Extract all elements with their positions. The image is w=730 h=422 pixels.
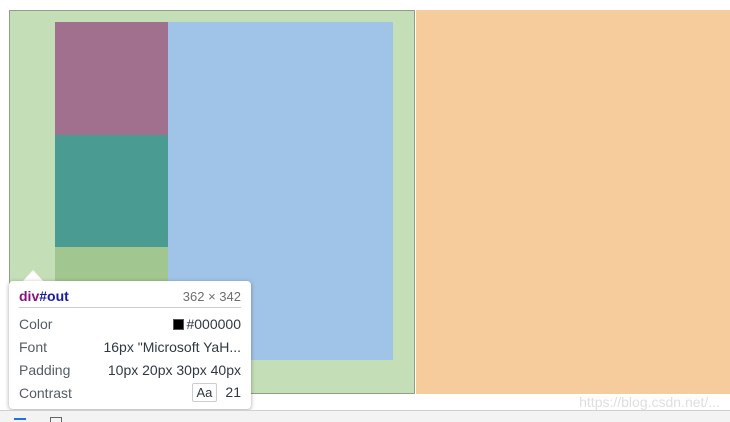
contrast-badge: Aa (191, 383, 218, 402)
child-box-1[interactable] (55, 22, 168, 135)
div-out-margin-highlight (416, 10, 730, 394)
panel-icon[interactable] (50, 417, 62, 422)
element-selector: div#out (19, 288, 69, 304)
element-tag: div (19, 288, 40, 304)
inspector-tooltip: div#out 362 × 342 Color #000000 Font 16p… (9, 281, 251, 409)
tooltip-row-font: Font 16px "Microsoft YaH... (19, 335, 241, 358)
tooltip-label: Color (19, 315, 53, 332)
color-value: #000000 (186, 315, 241, 332)
font-value: 16px "Microsoft YaH... (103, 338, 241, 355)
contrast-value: 21 (225, 384, 241, 400)
tooltip-row-contrast: Contrast Aa 21 (19, 381, 241, 404)
color-swatch-icon (173, 318, 185, 330)
tooltip-arrow (23, 270, 43, 281)
devtools-bottom-strip (0, 410, 730, 422)
device-toggle-icon[interactable] (14, 418, 26, 422)
element-dimensions: 362 × 342 (182, 289, 241, 304)
padding-value: 10px 20px 30px 40px (107, 361, 241, 378)
tooltip-value: #000000 (173, 316, 241, 332)
contrast-value-wrap: Aa 21 (191, 383, 241, 402)
tooltip-row-color: Color #000000 (19, 312, 241, 335)
child-box-2[interactable] (55, 135, 168, 247)
watermark: https://blog.csdn.net/... (579, 394, 720, 410)
tooltip-label: Contrast (19, 384, 72, 401)
tooltip-header: div#out 362 × 342 (19, 288, 241, 308)
element-id: #out (39, 288, 69, 304)
tooltip-label: Font (19, 338, 48, 355)
tooltip-label: Padding (19, 361, 71, 378)
tooltip-row-padding: Padding 10px 20px 30px 40px (19, 358, 241, 381)
